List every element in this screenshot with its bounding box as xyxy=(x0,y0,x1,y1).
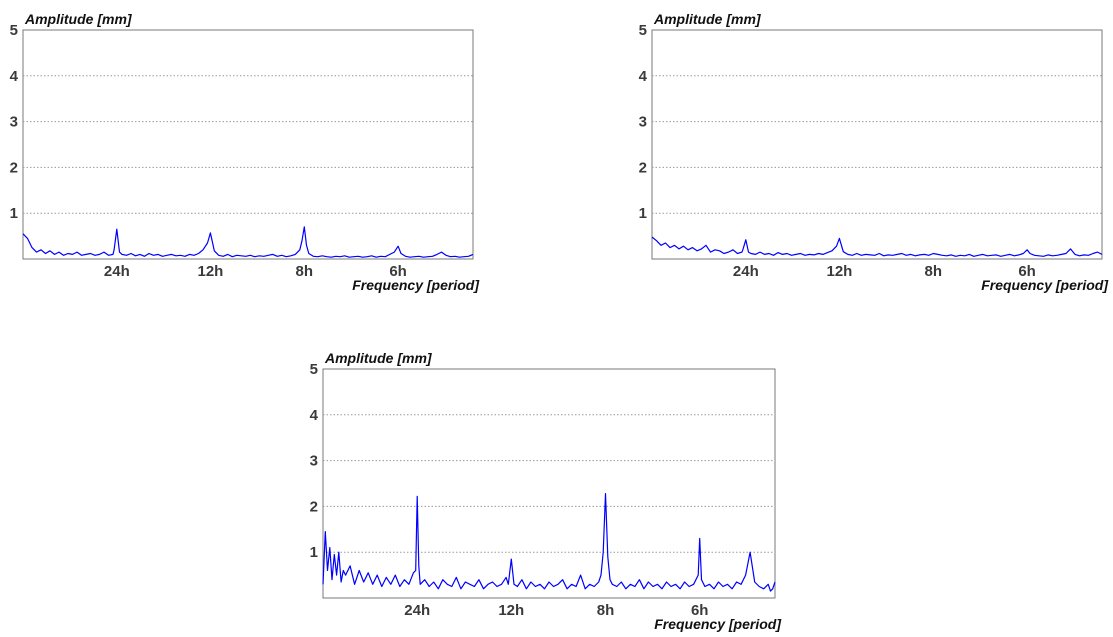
y-tick-label: 3 xyxy=(639,114,647,131)
x-tick-label: 24h xyxy=(104,263,130,280)
y-tick-label: 5 xyxy=(639,22,647,39)
y-tick-label: 4 xyxy=(310,407,319,424)
x-tick-label: 24h xyxy=(404,602,430,619)
x-tick-label: 8h xyxy=(924,263,942,280)
x-tick-label: 6h xyxy=(691,602,709,619)
y-tick-label: 4 xyxy=(10,68,19,85)
y-tick-label: 2 xyxy=(10,159,18,176)
x-axis-title: Frequency [period] xyxy=(352,277,480,293)
y-tick-label: 5 xyxy=(310,361,318,378)
chart-panel-1: 1 2 3 4 5 24h 12h 8h 6h Amplitude [mm] Frequency [… xyxy=(10,11,481,293)
y-tick-label: 3 xyxy=(10,114,18,131)
y-tick-label: 4 xyxy=(639,68,648,85)
x-tick-label: 6h xyxy=(389,263,407,280)
spectrum-line xyxy=(322,493,776,592)
y-tick-label: 1 xyxy=(310,544,318,561)
y-axis-title: Amplitude [mm] xyxy=(324,350,433,366)
chart-panel-3: 1 2 3 4 5 24h 12h 8h 6h Amplitude [mm] Frequency [… xyxy=(310,350,783,632)
y-tick-label: 1 xyxy=(639,205,647,222)
spectrum-line xyxy=(22,226,474,258)
plot-area xyxy=(22,29,474,260)
x-tick-label: 8h xyxy=(295,263,313,280)
x-tick-label: 12h xyxy=(498,602,524,619)
y-tick-label: 2 xyxy=(310,498,318,515)
x-tick-label: 6h xyxy=(1018,263,1036,280)
y-tick-label: 5 xyxy=(10,22,18,39)
x-tick-label: 12h xyxy=(197,263,223,280)
x-tick-label: 24h xyxy=(733,263,759,280)
x-axis-title: Frequency [period] xyxy=(654,616,782,632)
y-tick-label: 3 xyxy=(310,453,318,470)
y-tick-label: 2 xyxy=(639,159,647,176)
y-axis-title: Amplitude [mm] xyxy=(653,11,762,27)
y-axis-title: Amplitude [mm] xyxy=(24,11,133,27)
plot-area xyxy=(651,29,1103,260)
x-axis-title: Frequency [period] xyxy=(981,277,1109,293)
x-tick-label: 8h xyxy=(597,602,615,619)
x-tick-label: 12h xyxy=(826,263,852,280)
spectrum-line xyxy=(651,236,1103,257)
chart-panel-2: 1 2 3 4 5 24h 12h 8h 6h Amplitude [mm] Frequency [… xyxy=(639,11,1110,293)
plot-area xyxy=(322,368,776,599)
y-tick-label: 1 xyxy=(10,205,18,222)
